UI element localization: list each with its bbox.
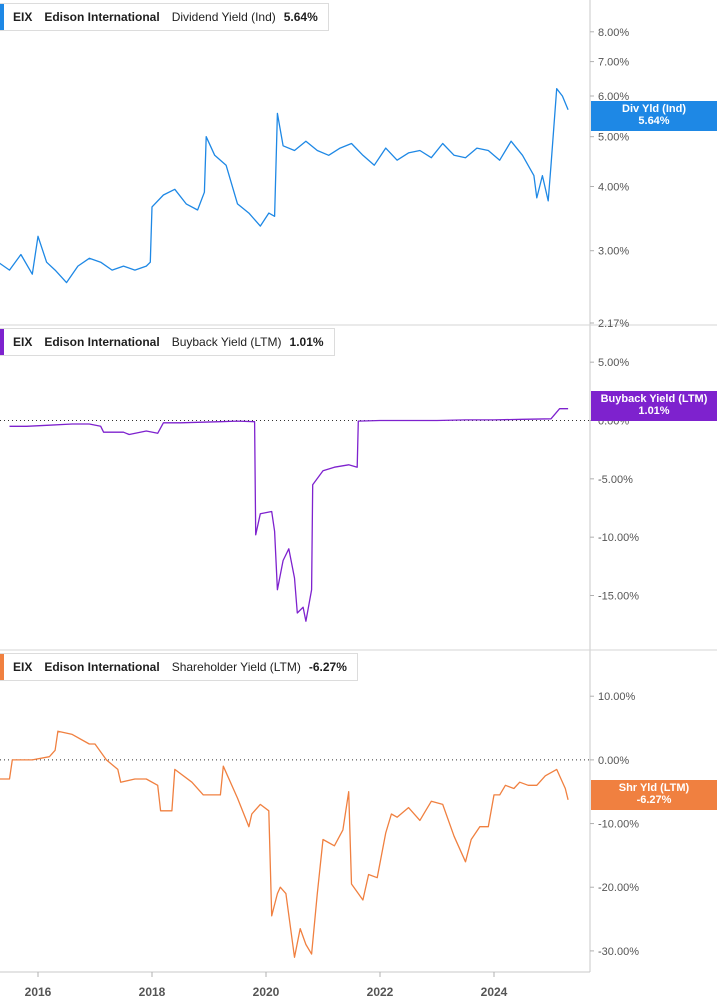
last-value-tag: Shr Yld (LTM) -6.27%	[591, 780, 717, 810]
y-tick-label: 3.00%	[598, 246, 629, 258]
legend-ticker: EIX	[13, 660, 33, 674]
tag-label: Div Yld (Ind)	[622, 103, 686, 115]
legend-ticker: EIX	[13, 335, 33, 349]
legend-metric: Dividend Yield (Ind)	[171, 10, 276, 24]
y-tick-label: 5.00%	[598, 357, 629, 369]
legend-value: 1.01%	[289, 335, 324, 349]
y-tick-label: 5.00%	[598, 132, 629, 144]
x-tick-label: 2020	[253, 985, 280, 999]
tag-value: 1.01%	[638, 405, 670, 417]
y-tick-label: 10.00%	[598, 691, 636, 703]
panel-legend: EIX Edison International Shareholder Yie…	[0, 653, 358, 681]
legend-color-bar	[0, 329, 4, 355]
legend-company: Edison International	[44, 335, 160, 349]
y-tick-label: 4.00%	[598, 182, 629, 194]
y-tick-label: 0.00%	[598, 755, 629, 767]
y-tick-label: -5.00%	[598, 474, 633, 486]
tag-label: Shr Yld (LTM)	[618, 782, 690, 794]
y-tick-label: 2.17%	[598, 318, 629, 330]
legend-metric: Buyback Yield (LTM)	[171, 335, 282, 349]
y-tick-label: 7.00%	[598, 57, 629, 69]
tag-value: -6.27%	[636, 794, 672, 806]
y-tick-label: 6.00%	[598, 91, 629, 103]
panel-legend: EIX Edison International Buyback Yield (…	[0, 328, 335, 356]
legend-color-bar	[0, 4, 4, 30]
x-tick-label: 2016	[25, 985, 52, 999]
x-tick-label: 2024	[481, 985, 508, 999]
series-line	[0, 730, 569, 958]
legend-value: 5.64%	[283, 10, 318, 24]
last-value-tag: Div Yld (Ind) 5.64%	[591, 101, 717, 131]
legend-ticker: EIX	[13, 10, 33, 24]
y-tick-label: 8.00%	[598, 27, 629, 39]
series-line	[9, 408, 569, 622]
x-tick-label: 2018	[139, 985, 166, 999]
legend-company: Edison International	[44, 660, 160, 674]
tag-value: 5.64%	[638, 115, 670, 127]
y-tick-label: -20.00%	[598, 882, 639, 894]
y-tick-label: -10.00%	[598, 819, 639, 831]
series-line	[0, 88, 569, 284]
legend-metric: Shareholder Yield (LTM)	[171, 660, 301, 674]
tag-label: Buyback Yield (LTM)	[600, 393, 708, 405]
last-value-tag: Buyback Yield (LTM) 1.01%	[591, 391, 717, 421]
panel-legend: EIX Edison International Dividend Yield …	[0, 3, 329, 31]
y-tick-label: -15.00%	[598, 591, 639, 603]
legend-color-bar	[0, 654, 4, 680]
y-tick-label: -30.00%	[598, 946, 639, 958]
legend-company: Edison International	[44, 10, 160, 24]
y-tick-label: -10.00%	[598, 532, 639, 544]
x-tick-label: 2022	[367, 985, 394, 999]
legend-value: -6.27%	[308, 660, 347, 674]
